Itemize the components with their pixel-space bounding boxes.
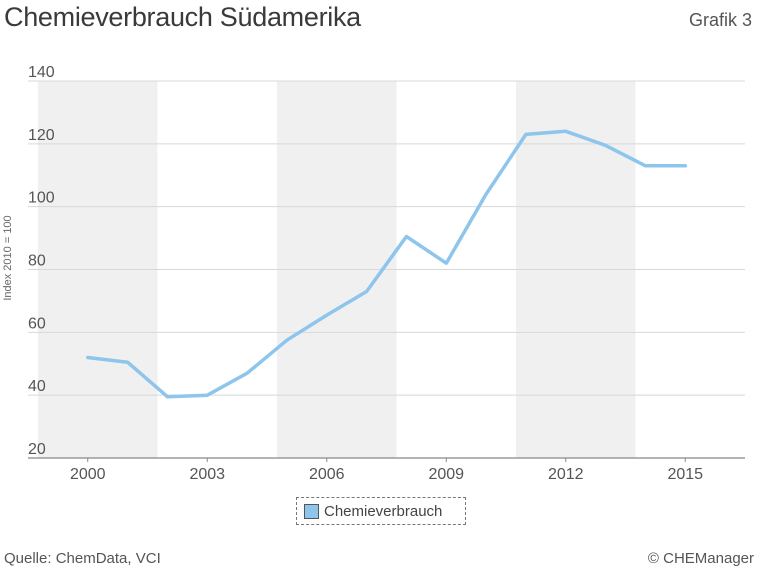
x-tick-label: 2015 [667,466,703,483]
y-tick-label: 60 [28,315,46,332]
y-axis-label: Index 2010 = 100 [2,215,14,300]
y-tick-label: 100 [28,190,55,207]
y-tick-label: 40 [28,378,46,395]
legend-swatch [304,503,319,519]
x-tick-label: 2012 [548,466,584,483]
x-tick-label: 2003 [189,466,225,483]
y-tick-label: 20 [28,441,46,458]
y-tick-label: 80 [28,253,46,270]
legend: Chemieverbrauch [296,497,466,525]
source-note: Quelle: ChemData, VCI [4,550,161,567]
x-tick-label: 2000 [70,466,106,483]
figure-number: Grafik 3 [688,10,752,30]
x-tick-label: 2006 [309,466,345,483]
x-tick-label: 2009 [428,466,464,483]
series-line [86,129,688,399]
copyright-note: © CHEManager [647,550,754,567]
y-tick-label: 140 [28,64,55,81]
y-tick-label: 120 [28,127,55,144]
chart-title: Chemieverbrauch Südamerika [4,2,361,32]
legend-label: Chemieverbrauch [324,502,443,520]
